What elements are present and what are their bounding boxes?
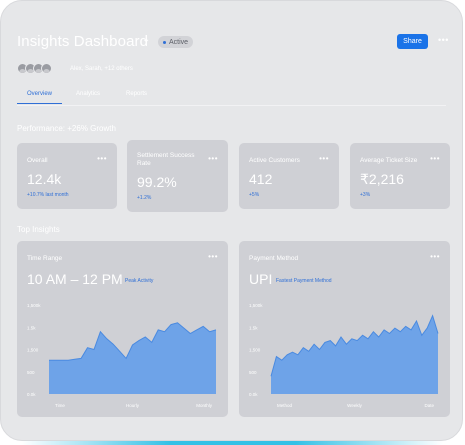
insight-tag: Peak Activity (125, 278, 154, 284)
x-tick-label: Date (424, 403, 434, 408)
y-tick-label: 1,500k (27, 303, 41, 308)
members-text: Alex, Sarah, +12 others (70, 66, 133, 72)
more-options-icon[interactable]: ••• (438, 35, 449, 45)
more-options-icon[interactable]: ••• (430, 154, 440, 163)
y-tick-label: 0.0k (27, 392, 36, 397)
more-options-icon[interactable]: ••• (97, 154, 107, 163)
chevron-down-icon[interactable]: ⌄ (142, 34, 151, 45)
kpi-value: 412 (249, 171, 273, 187)
time-range-chart: 1,500k 1.5k 1,500 500 0.0k Time Hourly Monthly (27, 303, 217, 408)
tab-analytics[interactable]: Analytics (76, 91, 101, 97)
x-tick-label: Time (55, 403, 65, 408)
x-tick-label: Weekly (347, 403, 362, 408)
kpi-delta: +1.2% (137, 195, 152, 201)
bottom-glow (22, 440, 443, 445)
more-options-icon[interactable]: ••• (430, 252, 440, 261)
kpi-delta: +3% (360, 192, 371, 198)
kpi-title: Active Customers (249, 157, 300, 164)
performance-title: Performance: +26% Growth (17, 124, 116, 133)
insight-value: 10 AM – 12 PM (27, 271, 123, 287)
series-area (49, 322, 216, 394)
payment-method-chart: 1,500k 1.5k 1,500 500 0.0k Method Weekly Date (249, 303, 439, 408)
insight-value: UPI (249, 271, 273, 287)
kpi-title: Average Ticket Size (360, 157, 418, 164)
status-dot-icon (163, 40, 166, 44)
tab-bar: Overview Analytics Reports (17, 91, 173, 104)
kpi-title: Settlement Success Rate (137, 152, 195, 167)
insights-title: Top Insights (17, 225, 60, 234)
series-line (49, 322, 217, 361)
series-line (270, 314, 439, 377)
more-options-icon[interactable]: ••• (319, 154, 329, 163)
kpi-delta: +10.7% last month (27, 192, 69, 198)
insight-title: Time Range (27, 255, 63, 262)
insight-card-time-range[interactable]: Time Range ••• 10 AM – 12 PM Peak Activi… (17, 241, 228, 417)
tab-overview[interactable]: Overview (17, 91, 63, 104)
insight-title: Payment Method (249, 255, 299, 262)
share-button[interactable]: Share (397, 34, 428, 49)
y-tick-label: 1,500 (249, 348, 261, 353)
page-title: Insights Dashboard (17, 33, 149, 50)
kpi-card-overall[interactable]: Overall ••• 12.4k +10.7% last month (17, 143, 117, 209)
kpi-card-customers[interactable]: Active Customers ••• 412 +5% (239, 143, 339, 209)
status-badge-label: Active (169, 38, 189, 46)
divider (17, 105, 446, 106)
kpi-value: 12.4k (27, 171, 62, 187)
y-tick-label: 500 (249, 370, 257, 375)
tab-reports[interactable]: Reports (126, 91, 148, 97)
kpi-value: ₹2,216 (360, 171, 404, 187)
more-options-icon[interactable]: ••• (208, 252, 218, 261)
x-tick-label: Monthly (196, 403, 213, 408)
avatar-group[interactable] (17, 63, 52, 74)
y-tick-label: 1,500 (27, 348, 39, 353)
y-tick-label: 1,500k (249, 303, 263, 308)
series-area (271, 315, 438, 394)
y-tick-label: 500 (27, 370, 35, 375)
x-tick-label: Method (277, 403, 293, 408)
y-tick-label: 0.0k (249, 392, 258, 397)
kpi-value: 99.2% (137, 174, 177, 190)
insight-card-payment-method[interactable]: Payment Method ••• UPI Fastest Payment M… (239, 241, 450, 417)
kpi-card-settlement[interactable]: Settlement Success Rate ••• 99.2% +1.2% (127, 140, 228, 212)
kpi-card-ticket-size[interactable]: Average Ticket Size ••• ₹2,216 +3% (350, 143, 450, 209)
kpi-delta: +5% (249, 192, 260, 198)
more-options-icon[interactable]: ••• (208, 154, 218, 163)
insight-tag: Fastest Payment Method (276, 278, 332, 284)
y-tick-label: 1.5k (249, 325, 258, 330)
y-tick-label: 1.5k (27, 325, 36, 330)
kpi-title: Overall (27, 157, 48, 164)
avatar (41, 63, 52, 74)
status-badge: Active (158, 36, 194, 48)
x-tick-label: Hourly (126, 403, 140, 408)
